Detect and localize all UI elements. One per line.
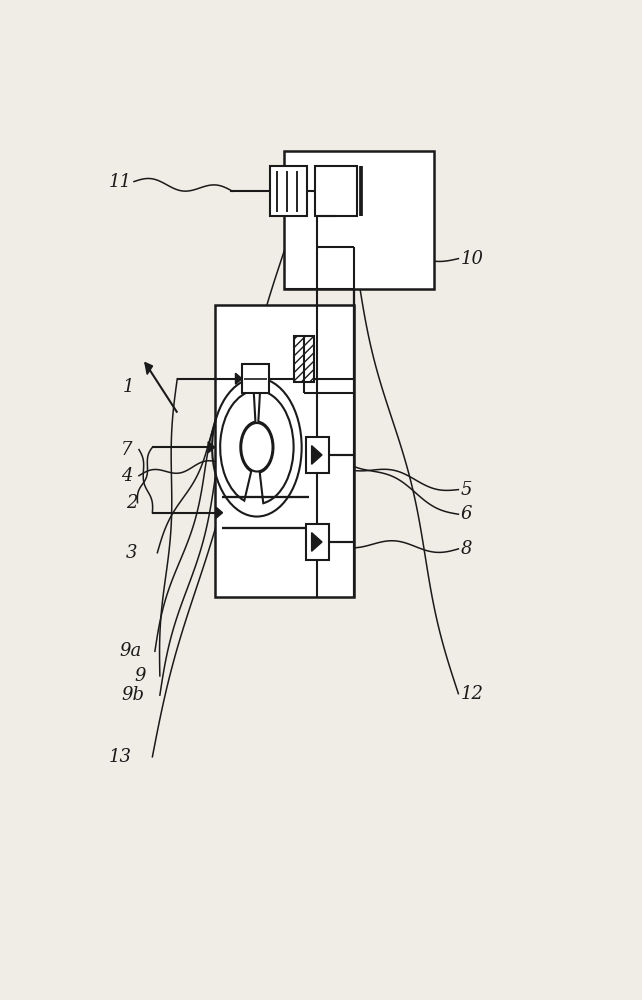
Text: 8: 8: [461, 540, 473, 558]
Wedge shape: [258, 391, 293, 503]
Text: 13: 13: [109, 748, 132, 766]
Text: 10: 10: [461, 250, 484, 268]
Text: 2: 2: [126, 494, 137, 512]
Polygon shape: [145, 363, 153, 374]
Text: 12: 12: [461, 685, 484, 703]
Polygon shape: [236, 373, 242, 384]
Text: 9: 9: [134, 667, 146, 685]
Text: 9a: 9a: [119, 642, 141, 660]
Text: 9b: 9b: [121, 686, 144, 704]
Text: 1: 1: [123, 378, 134, 396]
Text: 7: 7: [121, 441, 132, 459]
Text: 11: 11: [109, 173, 132, 191]
Polygon shape: [216, 507, 223, 518]
Polygon shape: [208, 442, 214, 453]
Text: 6: 6: [461, 505, 473, 523]
Bar: [294, 336, 314, 382]
Bar: [284, 151, 433, 289]
Polygon shape: [311, 446, 322, 464]
Bar: [306, 524, 329, 560]
Bar: [214, 305, 354, 597]
Bar: [306, 437, 329, 473]
Text: 5: 5: [461, 481, 473, 499]
Text: 3: 3: [126, 544, 137, 562]
Bar: [315, 166, 357, 216]
Bar: [242, 364, 270, 393]
Polygon shape: [311, 533, 322, 551]
Wedge shape: [220, 391, 256, 501]
Text: 4: 4: [121, 467, 132, 485]
Bar: [270, 166, 307, 216]
